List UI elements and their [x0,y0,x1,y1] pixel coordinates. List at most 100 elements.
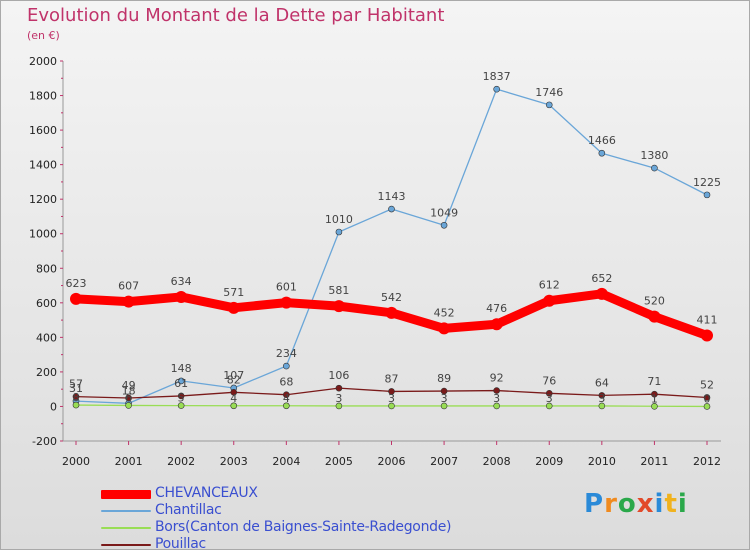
data-label: 4 [283,392,290,405]
data-label: 87 [385,372,399,385]
data-point [72,393,80,400]
brand-letter: P [584,489,605,519]
data-point [545,402,553,410]
data-label: 6 [125,391,132,404]
data-label: 68 [279,376,293,389]
legend-label: Bors(Canton de Baignes-Sainte-Radegonde) [155,519,452,535]
data-label: 57 [69,378,83,391]
legend-swatch [101,510,151,512]
data-point [651,164,658,172]
brand-letter: i [677,489,688,519]
x-tick-label: 2009 [535,455,563,468]
data-point [651,390,658,398]
brand-logo: Proxiti [584,489,688,519]
unit-label: (en €) [27,29,60,42]
data-label: 1143 [378,190,406,203]
y-tick-label: 1200 [29,193,57,206]
data-label: 623 [66,277,87,290]
data-label: 18 [122,384,136,397]
data-point [283,362,290,370]
data-label: 3 [388,392,395,405]
data-point [543,294,556,307]
data-label: 1837 [483,70,511,83]
brand-letter: o [617,489,637,519]
y-tick-label: 1400 [29,159,57,172]
x-tick-label: 2007 [430,455,458,468]
data-label: 3 [493,392,500,405]
data-label: 607 [118,280,139,293]
y-tick-label: 1800 [29,90,57,103]
data-point [335,402,343,410]
data-point [545,390,553,397]
x-tick-label: 2005 [325,455,353,468]
data-label: 3 [598,392,605,405]
x-tick-label: 2002 [167,455,195,468]
y-tick-label: 1000 [29,228,57,241]
data-label: 1010 [325,213,353,226]
data-label: 601 [276,281,297,294]
data-label: 476 [486,302,507,315]
x-tick-label: 2006 [378,455,406,468]
data-point [598,392,606,399]
data-label: 581 [328,284,349,297]
data-label: 571 [223,286,244,299]
data-label: 148 [171,362,192,375]
y-tick-label: 200 [36,366,57,379]
x-tick-label: 2000 [62,455,90,468]
y-tick-label: -200 [32,435,57,448]
chart-title: Evolution du Montant de la Dette par Hab… [27,5,445,26]
data-point [280,296,293,309]
data-label: 411 [697,313,718,326]
y-tick-label: 400 [36,331,57,344]
data-point [177,392,185,400]
data-label: 61 [174,377,188,390]
data-point [703,394,711,401]
x-tick-label: 2010 [588,455,616,468]
data-point [703,191,711,199]
data-point [335,228,343,236]
data-label: 8 [73,391,80,404]
data-label: 3 [441,392,448,405]
data-point [125,402,132,409]
data-point [440,387,448,395]
data-label: 1225 [693,176,721,189]
data-point [335,384,343,392]
data-label: 520 [644,295,665,308]
data-label: 89 [437,372,451,385]
data-point [175,290,188,303]
y-tick-label: 600 [36,297,57,310]
data-label: 234 [276,347,297,360]
data-point [440,402,448,410]
brand-letter: i [654,489,665,519]
data-point [438,322,451,335]
data-label: 5 [178,392,185,405]
x-tick-label: 2003 [220,455,248,468]
data-point [490,318,503,331]
data-point [493,85,500,93]
data-label: 0 [704,392,711,405]
data-point [283,391,290,399]
legend-swatch [101,490,151,499]
data-point [332,300,345,313]
data-label: 1049 [430,206,458,219]
data-label: 92 [490,372,504,385]
data-label: 64 [595,376,609,389]
data-point [385,306,398,319]
data-label: 1 [651,392,658,405]
data-label: 82 [227,373,241,386]
data-label: 76 [542,374,556,387]
legend-label: Chantillac [155,502,222,518]
y-tick-label: 0 [50,400,57,413]
data-point [703,403,711,410]
data-point [230,402,238,410]
data-label: 49 [122,379,136,392]
data-label: 107 [223,369,244,382]
data-point [440,221,448,229]
data-label: 542 [381,291,402,304]
data-label: 3 [546,392,553,405]
legend-label: CHEVANCEAUX [155,485,258,501]
data-point [388,388,395,395]
data-label: 612 [539,279,560,292]
